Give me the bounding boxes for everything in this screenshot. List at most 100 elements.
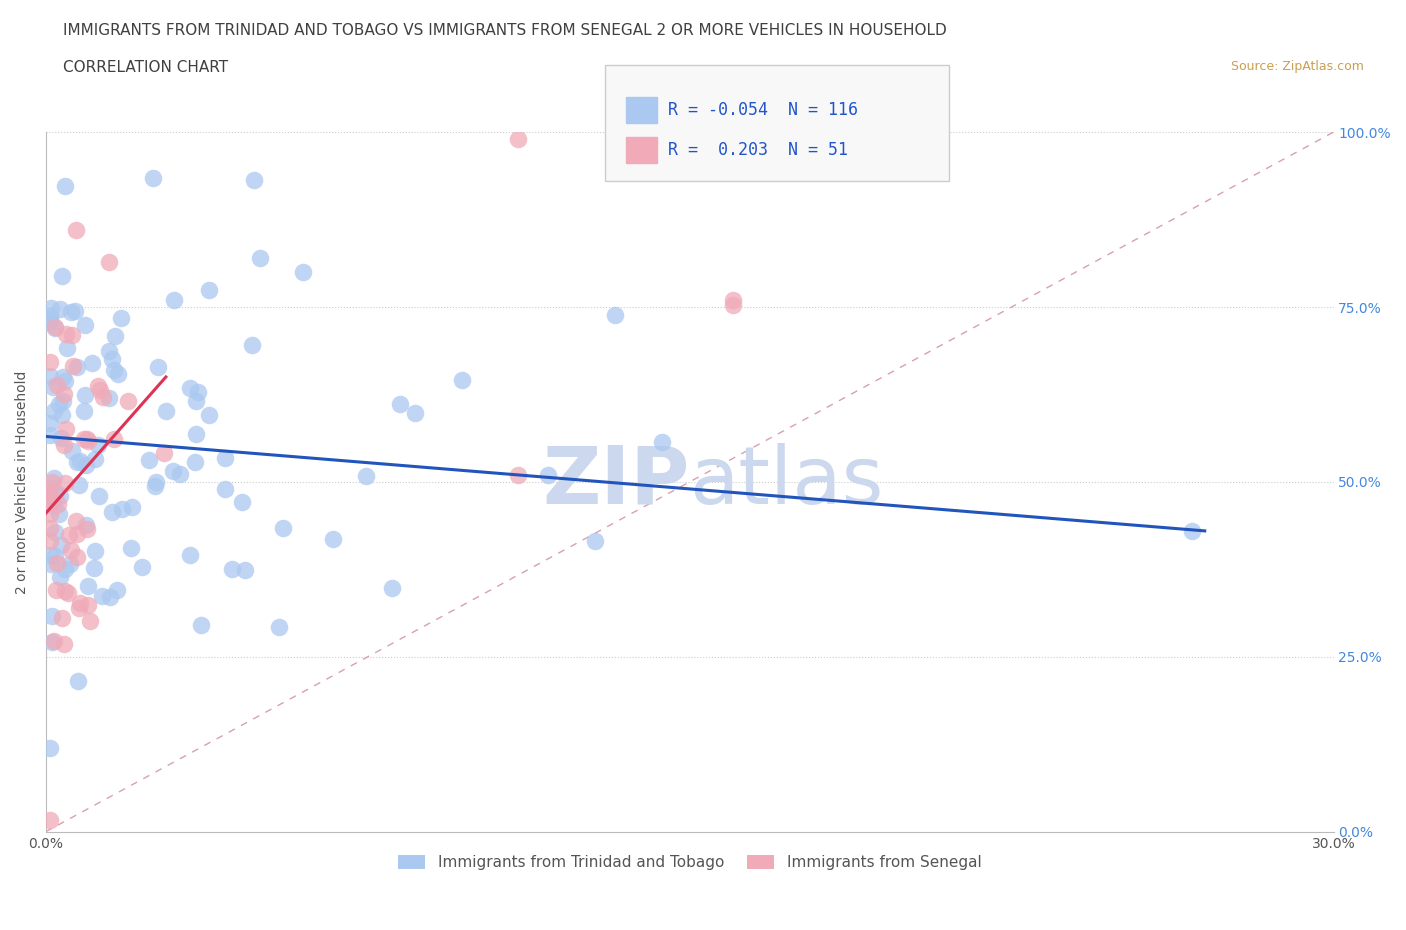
Point — [53, 583, 76, 598]
Point — [52, 370, 75, 385]
Point — [162, 463, 184, 478]
Point — [184, 394, 207, 409]
Point — [179, 548, 201, 563]
Point — [53, 386, 76, 401]
Point — [75, 458, 97, 472]
Point — [583, 534, 606, 549]
Point — [105, 582, 128, 597]
Point — [39, 740, 62, 755]
Point — [184, 427, 207, 442]
Point — [42, 498, 65, 513]
Point — [231, 494, 253, 509]
Point — [46, 555, 69, 570]
Point — [117, 393, 139, 408]
Point — [66, 360, 89, 375]
Point — [67, 477, 90, 492]
Point — [87, 488, 110, 503]
Point — [39, 813, 62, 828]
Point — [69, 596, 91, 611]
Point — [59, 542, 82, 557]
Point — [322, 531, 344, 546]
Point — [354, 468, 377, 483]
Point — [97, 254, 120, 269]
Point — [73, 404, 96, 418]
Point — [39, 556, 62, 571]
Text: R =  0.203  N = 51: R = 0.203 N = 51 — [668, 141, 848, 159]
Point — [44, 471, 66, 485]
Point — [65, 222, 87, 237]
Point — [79, 613, 101, 628]
Point — [98, 391, 121, 405]
Point — [56, 340, 79, 355]
Point — [98, 343, 121, 358]
Text: ZIP: ZIP — [543, 443, 689, 521]
Point — [214, 482, 236, 497]
Point — [450, 373, 472, 388]
Point — [86, 379, 108, 393]
Text: CORRELATION CHART: CORRELATION CHART — [63, 60, 228, 75]
Point — [388, 397, 411, 412]
Point — [44, 321, 66, 336]
Point — [60, 444, 83, 458]
Point — [39, 548, 62, 563]
Point — [76, 578, 98, 593]
Point — [240, 338, 263, 352]
Text: IMMIGRANTS FROM TRINIDAD AND TOBAGO VS IMMIGRANTS FROM SENEGAL 2 OR MORE VEHICLE: IMMIGRANTS FROM TRINIDAD AND TOBAGO VS I… — [63, 23, 948, 38]
Point — [273, 521, 295, 536]
Point — [66, 674, 89, 689]
Point — [46, 378, 69, 392]
Point — [45, 485, 67, 499]
Point — [76, 522, 98, 537]
Point — [59, 304, 82, 319]
Point — [98, 590, 121, 604]
Point — [155, 404, 177, 418]
Point — [55, 326, 77, 341]
Point — [121, 499, 143, 514]
Point — [48, 396, 70, 411]
Point — [55, 421, 77, 436]
Point — [145, 474, 167, 489]
Point — [51, 611, 73, 626]
Point — [53, 179, 76, 193]
Point — [44, 493, 66, 508]
Point — [100, 352, 122, 366]
Point — [153, 445, 176, 460]
Point — [44, 549, 66, 564]
Point — [66, 454, 89, 469]
Text: R = -0.054  N = 116: R = -0.054 N = 116 — [668, 101, 858, 119]
Point — [651, 434, 673, 449]
Point — [49, 570, 72, 585]
Point — [53, 562, 76, 577]
Point — [131, 559, 153, 574]
Point — [84, 543, 107, 558]
Point — [63, 303, 86, 318]
Point — [39, 520, 62, 535]
Point — [66, 550, 89, 565]
Point — [46, 497, 69, 512]
Point — [404, 405, 426, 420]
Point — [76, 432, 98, 446]
Point — [39, 480, 62, 495]
Point — [506, 132, 529, 147]
Point — [179, 380, 201, 395]
Point — [39, 533, 62, 548]
Point — [89, 382, 111, 397]
Point — [214, 451, 236, 466]
Point — [39, 483, 62, 498]
Point — [183, 454, 205, 469]
Point — [163, 293, 186, 308]
Point — [53, 374, 76, 389]
Point — [51, 407, 73, 422]
Point — [51, 538, 73, 552]
Point — [83, 561, 105, 576]
Point — [39, 481, 62, 496]
Point — [59, 556, 82, 571]
Point — [60, 327, 83, 342]
Point — [233, 563, 256, 578]
Point — [51, 393, 73, 408]
Point — [148, 359, 170, 374]
Text: atlas: atlas — [689, 443, 884, 521]
Point — [48, 507, 70, 522]
Point — [142, 170, 165, 185]
Point — [51, 269, 73, 284]
